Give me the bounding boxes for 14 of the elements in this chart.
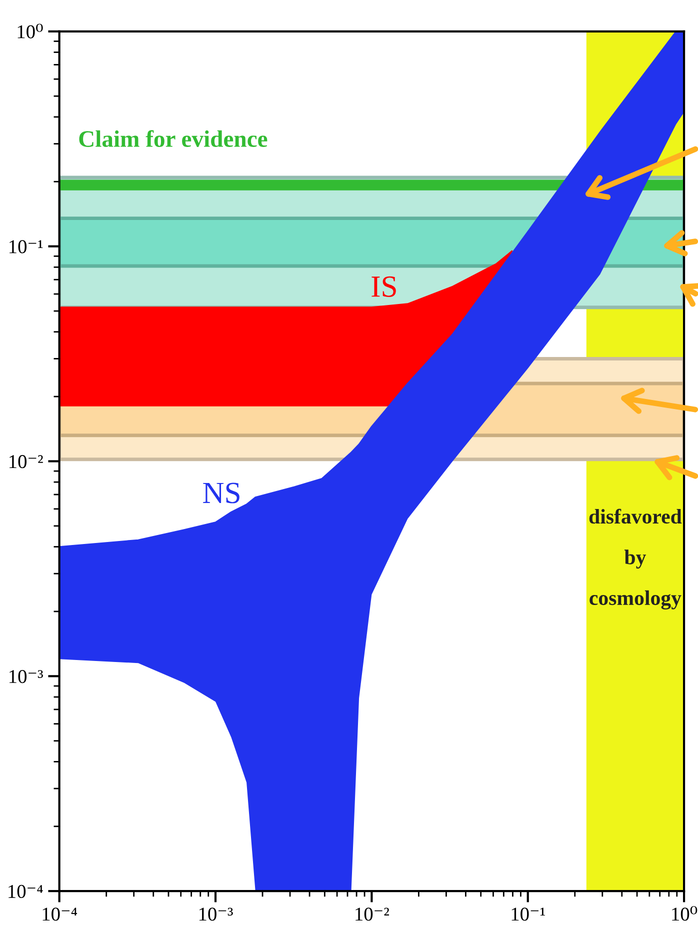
x-tick-label: 10⁻³ <box>199 908 233 921</box>
x-tick-label: 10⁰ <box>672 906 698 921</box>
x-tick-label: 10⁻¹ <box>512 908 545 921</box>
band-label: Claim for evidence <box>79 130 268 147</box>
y-tick-label: 10⁰ <box>18 24 43 38</box>
y-tick-label: 10⁻³ <box>10 670 43 684</box>
y-tick-label: 10⁻² <box>10 455 43 468</box>
y-tick-label: 10⁻¹ <box>10 240 43 254</box>
x-tick-label: 10⁻² <box>356 908 390 921</box>
x-tick-label: 10⁻⁴ <box>42 908 78 921</box>
series-label: IS <box>372 276 396 297</box>
text: disfavored by cosmology <box>589 508 682 610</box>
y-tick-label: 10⁻⁴ <box>8 884 43 898</box>
series-label: NS <box>203 482 240 504</box>
